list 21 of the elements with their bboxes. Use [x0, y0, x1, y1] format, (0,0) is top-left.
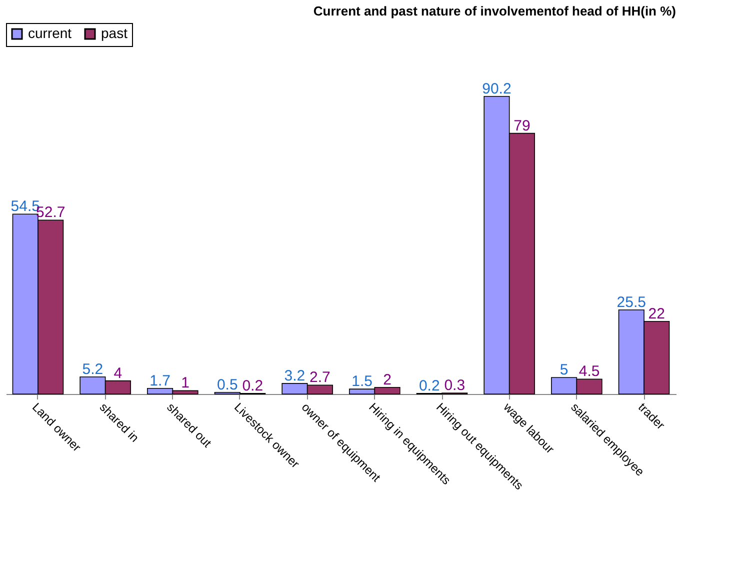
chart-title: Current and past nature of involvementof head of HH(in %) — [313, 4, 676, 18]
data-label: 3.2 — [284, 367, 306, 384]
legend-label: current — [28, 25, 72, 41]
data-label: 2.7 — [310, 369, 330, 386]
legend-label: past — [101, 25, 128, 41]
data-label: 4 — [114, 364, 122, 382]
data-label: 79 — [514, 117, 530, 134]
data-label: 1.5 — [352, 373, 372, 390]
data-label: 0.2 — [418, 377, 440, 394]
data-label: 1 — [181, 374, 190, 392]
data-label: 0.5 — [216, 376, 238, 394]
data-label: 5.2 — [82, 360, 104, 378]
data-label: 90.2 — [482, 80, 512, 98]
data-label: 5 — [560, 362, 568, 378]
data-label: 1.7 — [150, 372, 170, 390]
data-label: 0.2 — [242, 377, 264, 394]
data-label: 25.5 — [616, 294, 646, 311]
data-label: 0.3 — [444, 377, 466, 394]
data-label: 22 — [648, 305, 665, 322]
data-label: 4.5 — [578, 363, 600, 380]
data-label: 2 — [383, 371, 392, 388]
